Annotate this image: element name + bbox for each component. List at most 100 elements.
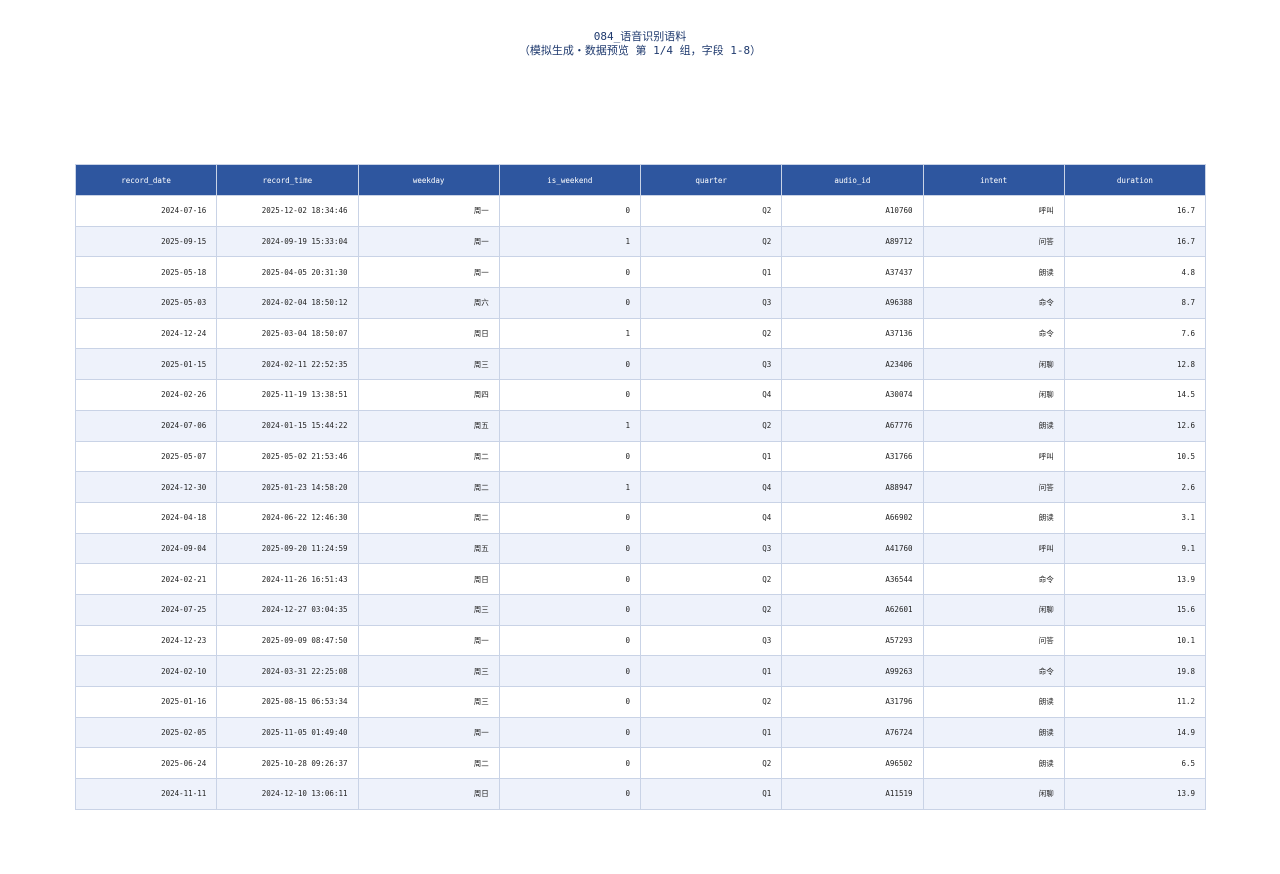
table-cell: 周二 [357, 747, 500, 780]
table-row: 2025-05-07 2025-05-02 21:53:46 周二 0 Q1 A31766… [74, 440, 1207, 473]
table-cell: Q3 [639, 287, 783, 319]
table-cell: A96388 [781, 287, 924, 319]
table-cell: 0 [498, 532, 642, 565]
table-cell: 2024-07-16 [74, 195, 218, 227]
table-cell: 2024-02-21 [74, 563, 218, 595]
table-cell: 呼叫 [922, 532, 1065, 565]
table-cell: 命令 [922, 287, 1065, 319]
table-cell: 0 [498, 593, 642, 626]
table-cell: 15.6 [1063, 593, 1207, 626]
table-cell: Q2 [639, 225, 783, 258]
table-cell: 命令 [922, 563, 1065, 595]
table-row: 2025-02-05 2025-11-05 01:49:40 周一 0 Q1 A76724… [74, 716, 1207, 749]
table-cell: 0 [498, 716, 642, 749]
table-cell: Q1 [639, 655, 783, 687]
data-table: record_date record_time weekday is_weekend q… [74, 164, 1207, 810]
table-cell: 命令 [922, 317, 1065, 350]
table-cell: 6.5 [1063, 747, 1207, 780]
table-cell: 2025-11-05 01:49:40 [216, 716, 359, 749]
table-row: 2024-07-16 2025-12-02 18:34:46 周一 0 Q2 A10760… [74, 195, 1207, 227]
table-cell: 2025-09-20 11:24:59 [216, 532, 359, 565]
table-cell: Q2 [639, 317, 783, 350]
table-cell: 2025-05-03 [74, 287, 218, 319]
table-body: 2024-07-16 2025-12-02 18:34:46 周一 0 Q2 A10760… [74, 195, 1207, 810]
table-cell: 8.7 [1063, 287, 1207, 319]
table-cell: 0 [498, 287, 642, 319]
table-cell: 19.8 [1063, 655, 1207, 687]
table-cell: 2024-07-25 [74, 593, 218, 626]
table-cell: A31766 [781, 440, 924, 473]
table-cell: A66902 [781, 501, 924, 534]
table-cell: 周四 [357, 379, 500, 411]
table-cell: Q1 [639, 716, 783, 749]
table-row: 2024-07-06 2024-01-15 15:44:22 周五 1 Q2 A67776… [74, 409, 1207, 442]
table-cell: 12.6 [1063, 409, 1207, 442]
table-cell: 2024-02-11 22:52:35 [216, 348, 359, 381]
table-row: 2024-12-24 2025-03-04 18:50:07 周日 1 Q2 A37136… [74, 317, 1207, 350]
table-cell: A10760 [781, 195, 924, 227]
table-row: 2024-11-11 2024-12-10 13:06:11 周日 0 Q1 A11519… [74, 778, 1207, 810]
table-cell: 16.7 [1063, 225, 1207, 258]
table-cell: 2025-02-05 [74, 716, 218, 749]
table-cell: 0 [498, 655, 642, 687]
table-cell: 2024-11-26 16:51:43 [216, 563, 359, 595]
table-row: 2024-12-23 2025-09-09 08:47:50 周一 0 Q3 A57293… [74, 624, 1207, 657]
table-cell: 朗读 [922, 256, 1065, 289]
table-cell: 0 [498, 256, 642, 289]
table-cell: Q4 [639, 471, 783, 503]
table-cell: 2024-12-23 [74, 624, 218, 657]
table-cell: 13.9 [1063, 563, 1207, 595]
column-header: is_weekend [498, 164, 642, 196]
column-header: weekday [357, 164, 500, 196]
column-header: record_time [216, 164, 359, 196]
table-cell: 0 [498, 747, 642, 780]
table-cell: 2025-04-05 20:31:30 [216, 256, 359, 289]
table-row: 2024-07-25 2024-12-27 03:04:35 周三 0 Q2 A62601… [74, 593, 1207, 626]
column-header: quarter [639, 164, 783, 196]
table-cell: Q1 [639, 440, 783, 473]
table-cell: 2024-07-06 [74, 409, 218, 442]
table-cell: A30074 [781, 379, 924, 411]
table-cell: 2024-03-31 22:25:08 [216, 655, 359, 687]
table-cell: 2024-04-18 [74, 501, 218, 534]
table-cell: 2.6 [1063, 471, 1207, 503]
table-cell: 周日 [357, 563, 500, 595]
table-cell: 问答 [922, 225, 1065, 258]
table-cell: 0 [498, 348, 642, 381]
table-cell: 周日 [357, 317, 500, 350]
table-cell: Q2 [639, 747, 783, 780]
table-cell: 2025-11-19 13:38:51 [216, 379, 359, 411]
table-cell: A96502 [781, 747, 924, 780]
table-cell: 1 [498, 317, 642, 350]
table-cell: 周三 [357, 593, 500, 626]
table-cell: A88947 [781, 471, 924, 503]
table-cell: 问答 [922, 624, 1065, 657]
table-cell: 0 [498, 195, 642, 227]
table-cell: 闲聊 [922, 348, 1065, 381]
table-cell: 0 [498, 440, 642, 473]
table-cell: 命令 [922, 655, 1065, 687]
table-row: 2024-09-04 2025-09-20 11:24:59 周五 0 Q3 A41760… [74, 532, 1207, 565]
table-cell: 2024-01-15 15:44:22 [216, 409, 359, 442]
header-row: record_date record_time weekday is_weekend q… [74, 164, 1207, 196]
table-cell: A99263 [781, 655, 924, 687]
table-cell: 周三 [357, 348, 500, 381]
table-cell: 2024-11-11 [74, 778, 218, 810]
column-header: intent [922, 164, 1065, 196]
table-cell: A67776 [781, 409, 924, 442]
table-cell: 2025-12-02 18:34:46 [216, 195, 359, 227]
table-cell: Q2 [639, 563, 783, 595]
table-cell: 朗读 [922, 409, 1065, 442]
table-cell: 7.6 [1063, 317, 1207, 350]
table-cell: 1 [498, 225, 642, 258]
table-cell: 周一 [357, 624, 500, 657]
table-cell: 周二 [357, 440, 500, 473]
table-cell: 12.8 [1063, 348, 1207, 381]
table-cell: A89712 [781, 225, 924, 258]
table-cell: 13.9 [1063, 778, 1207, 810]
table-cell: 0 [498, 778, 642, 810]
table-cell: 周一 [357, 256, 500, 289]
column-header: duration [1063, 164, 1207, 196]
table-row: 2024-02-10 2024-03-31 22:25:08 周三 0 Q1 A99263… [74, 655, 1207, 687]
